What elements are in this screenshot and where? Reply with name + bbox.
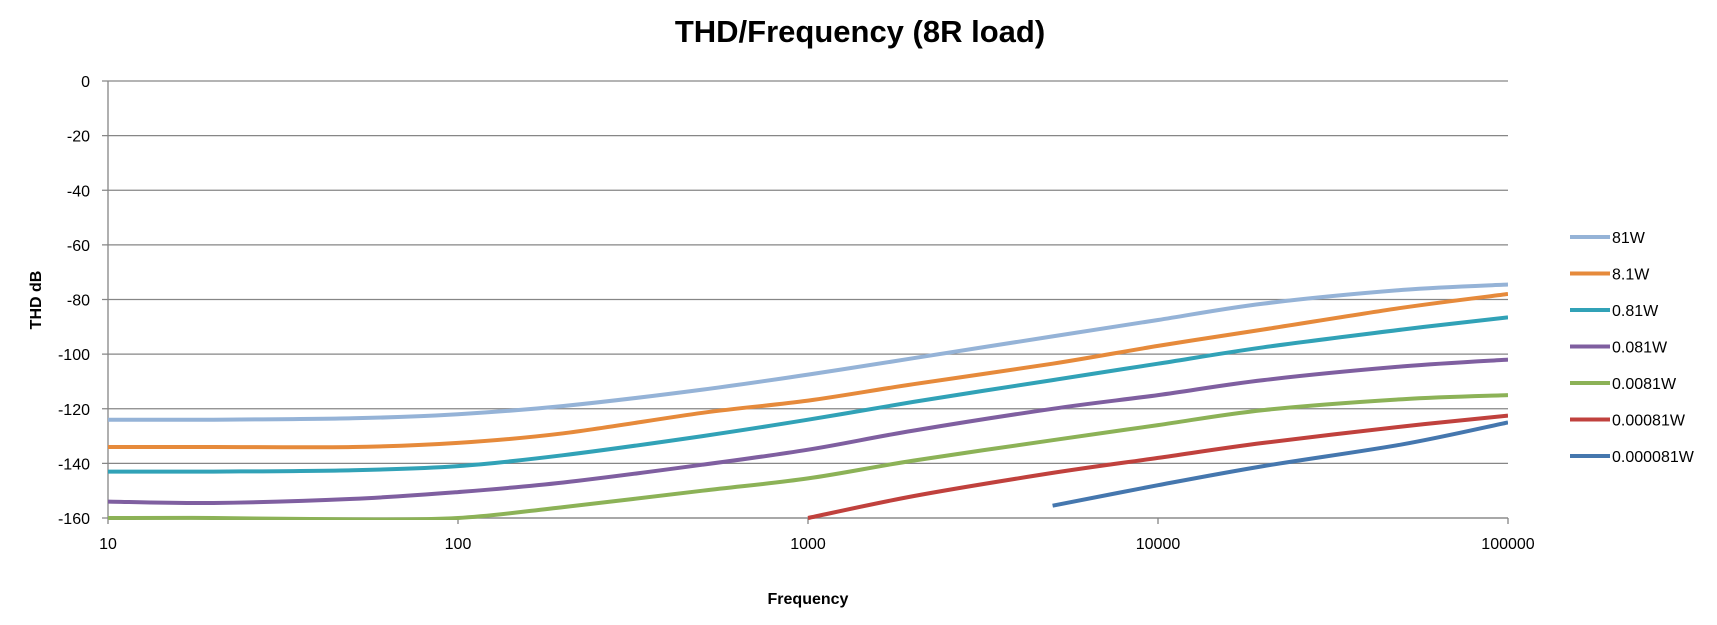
y-tick-label: -80: [67, 293, 90, 310]
x-axis-title: Frequency: [768, 591, 849, 608]
legend: 81W 8.1W 0.81W 0.081W 0.0081W 0.00081W 0.00008…: [1570, 230, 1695, 466]
series-line-8-1w: [108, 292, 1508, 450]
legend-label: 0.0081W: [1612, 376, 1677, 393]
y-tick-label: -60: [67, 238, 90, 255]
y-tick-label: 0: [81, 74, 90, 91]
y-tick-label: -100: [58, 347, 90, 364]
series-line-0-0081w: [108, 393, 1508, 520]
series-line-0-000081w: [1052, 420, 1508, 508]
series-line-0-081w: [108, 357, 1508, 506]
y-tick-label: -20: [67, 129, 90, 146]
legend-label: 0.00081W: [1612, 413, 1686, 430]
series-line-0-00081w: [807, 413, 1508, 520]
legend-label: 0.081W: [1612, 340, 1668, 357]
chart-title: THD/Frequency (8R load): [675, 14, 1045, 49]
x-tick-label: 10: [99, 536, 117, 553]
legend-label: 8.1W: [1612, 267, 1650, 284]
legend-label: 0.000081W: [1612, 449, 1695, 466]
y-tick-label: -140: [58, 456, 90, 473]
tick-labels: 0 -20 -40 -60 -80 -100 -120 -140 -160 10 100 1000 10…: [58, 74, 1535, 553]
y-tick-label: -160: [58, 511, 90, 528]
legend-label: 0.81W: [1612, 303, 1659, 320]
x-tick-label: 100000: [1481, 536, 1534, 553]
axes: [107, 81, 1509, 524]
series-lines: [108, 282, 1508, 520]
y-axis-title: THD dB: [28, 271, 45, 330]
x-tick-label: 10000: [1136, 536, 1181, 553]
series-line-81w: [108, 282, 1508, 422]
series-line-0-81w: [108, 315, 1508, 474]
x-tick-label: 1000: [790, 536, 826, 553]
legend-label: 81W: [1612, 230, 1646, 247]
x-tick-label: 100: [445, 536, 472, 553]
y-tick-label: -120: [58, 402, 90, 419]
y-tick-label: -40: [67, 183, 90, 200]
